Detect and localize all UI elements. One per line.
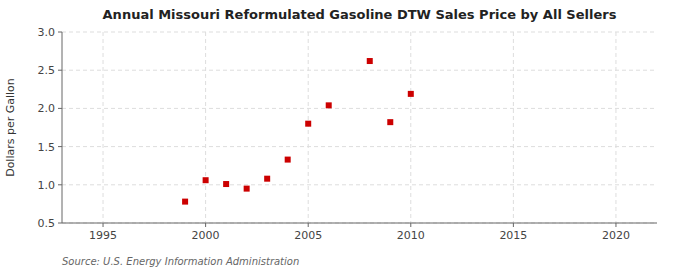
x-tick-label: 1995 (89, 229, 117, 242)
y-tick-label: 2.5 (38, 64, 56, 77)
point (367, 58, 373, 64)
x-grid-line (103, 32, 104, 223)
y-axis-label: Dollars per Gallon (4, 78, 17, 177)
point (285, 157, 291, 163)
y-tick (58, 70, 62, 71)
grid (62, 32, 657, 223)
point (408, 91, 414, 97)
points (182, 58, 414, 205)
y-grid-line (62, 223, 657, 224)
y-grid-line (62, 70, 657, 71)
y-grid-line (62, 184, 657, 185)
x-tick-label: 2020 (602, 229, 630, 242)
point (203, 177, 209, 183)
y-tick (58, 223, 62, 224)
x-tick (308, 223, 309, 227)
y-tick (58, 108, 62, 109)
x-tick-label: 2010 (397, 229, 425, 242)
x-tick-label: 2000 (192, 229, 220, 242)
point (305, 121, 311, 127)
x-grid-line (410, 32, 411, 223)
point (264, 176, 270, 182)
x-grid-line (513, 32, 514, 223)
y-axis-line (62, 32, 63, 223)
x-tick (103, 223, 104, 227)
source-note: Source: U.S. Energy Information Administ… (62, 256, 299, 267)
x-tick (513, 223, 514, 227)
y-grid-line (62, 32, 657, 33)
x-axis-line (62, 223, 657, 224)
y-tick-label: 2.0 (38, 102, 56, 115)
x-grid-line (308, 32, 309, 223)
y-grid-line (62, 146, 657, 147)
y-grid-line (62, 108, 657, 109)
point (223, 181, 229, 187)
x-tick (410, 223, 411, 227)
chart: 1995 2000 2005 2010 2015 2020 0.5 1.0 1.5 2.0 2.5 3… (0, 0, 675, 275)
y-tick-label: 1.0 (38, 179, 56, 192)
x-grid-line (615, 32, 616, 223)
y-tick (58, 146, 62, 147)
point (244, 186, 250, 192)
x-tick-label: 2005 (294, 229, 322, 242)
x-grid-line (205, 32, 206, 223)
x-tick-label: 2015 (499, 229, 527, 242)
x-tick (615, 223, 616, 227)
title: Annual Missouri Reformulated Gasoline DT… (103, 7, 617, 22)
x-tick (205, 223, 206, 227)
point (387, 119, 393, 125)
y-tick (58, 184, 62, 185)
point (326, 102, 332, 108)
y-tick-label: 1.5 (38, 141, 56, 154)
y-tick-label: 3.0 (38, 26, 56, 39)
y-tick-label: 0.5 (38, 217, 56, 230)
chart-container: 1995 2000 2005 2010 2015 2020 0.5 1.0 1.5 2.0 2.5 3… (0, 0, 675, 275)
axes: 1995 2000 2005 2010 2015 2020 0.5 1.0 1.5 2.0 2.5 3… (38, 26, 658, 242)
point (182, 199, 188, 205)
y-tick (58, 32, 62, 33)
